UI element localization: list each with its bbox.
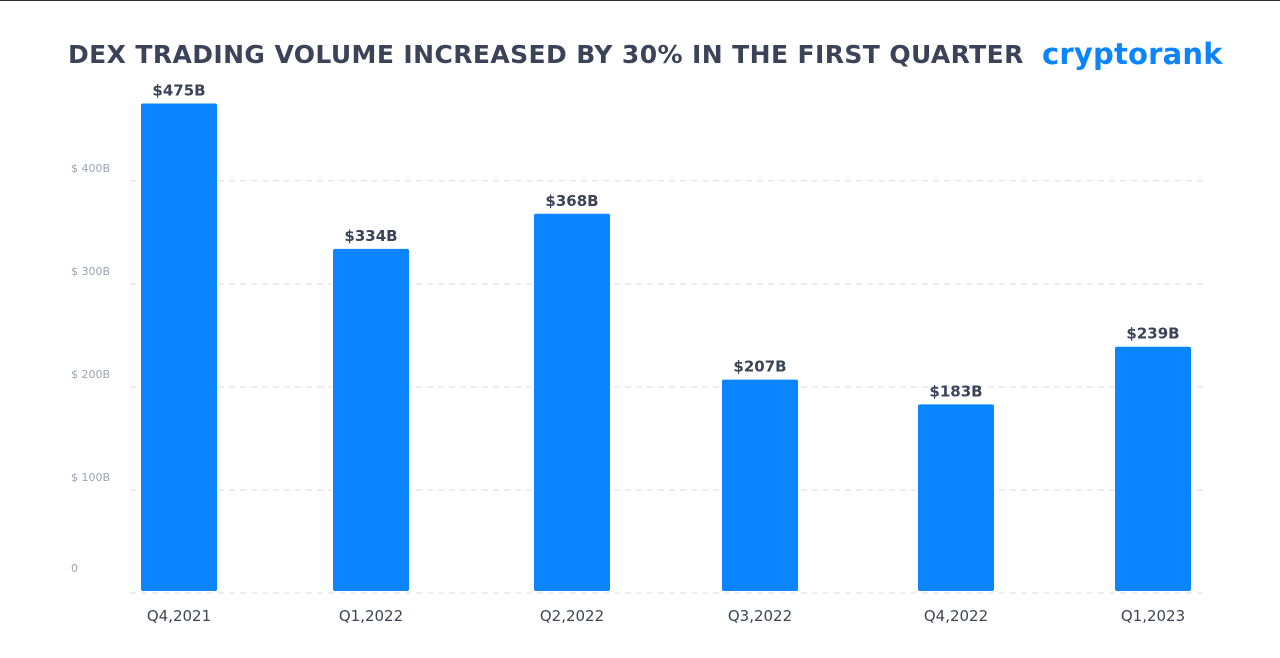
bar	[1115, 346, 1191, 591]
bar-value-label: $207B	[733, 358, 786, 376]
y-tick-label: $ 100B	[71, 471, 110, 484]
x-category-label: Q2,2022	[540, 607, 604, 625]
bar	[534, 213, 610, 591]
x-category-label: Q3,2022	[728, 607, 792, 625]
x-category-label: Q1,2022	[339, 607, 403, 625]
y-tick-label: $ 200B	[71, 368, 110, 381]
y-tick-label: $ 300B	[71, 265, 110, 278]
top-rule	[0, 0, 1280, 1]
brand-logo: cryptorank	[1042, 37, 1223, 71]
bar	[918, 404, 994, 591]
x-category-label: Q4,2021	[147, 607, 211, 625]
chart-title: DEX TRADING VOLUME INCREASED BY 30% IN T…	[68, 40, 1024, 69]
x-category-label: Q4,2022	[924, 607, 988, 625]
bar	[722, 379, 798, 591]
y-tick-label: 0	[71, 562, 78, 575]
bar	[141, 103, 217, 591]
bar-value-label: $239B	[1126, 325, 1179, 343]
y-tick-label: $ 400B	[71, 162, 110, 175]
bar-value-label: $183B	[929, 382, 982, 400]
bar-value-label: $334B	[344, 227, 397, 245]
bar-value-label: $368B	[545, 192, 598, 210]
bar-value-label: $475B	[152, 82, 205, 100]
bar	[333, 248, 409, 592]
x-category-label: Q1,2023	[1121, 607, 1185, 625]
